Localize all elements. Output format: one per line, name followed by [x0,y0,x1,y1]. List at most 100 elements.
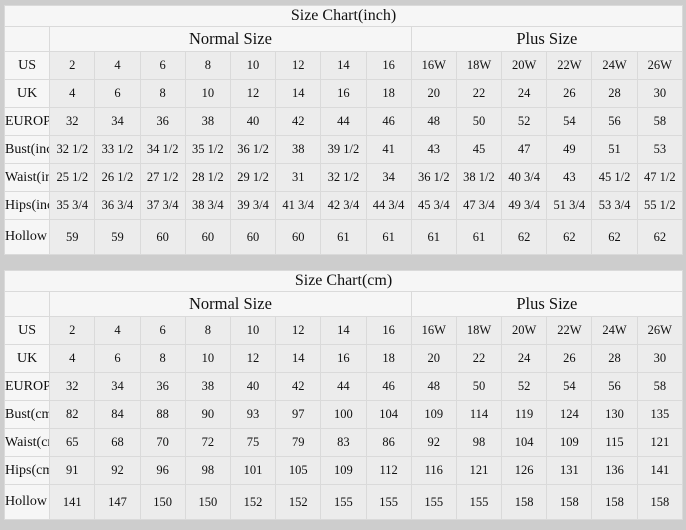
size-cell: 27 1/2 [139,163,186,192]
row-label: Bust(cm) [3,400,51,429]
size-cell: 37 3/4 [139,191,186,220]
size-cell: 50 [455,107,503,136]
size-cell: 42 [275,107,322,136]
size-cell: 35 1/2 [184,135,231,164]
size-cell: 45 [455,135,503,164]
size-cell: 16 [365,51,412,80]
table-row: UK 4 6 8 10 12 14 16 18 20 22 24 26 28 30 [3,79,684,108]
row-label: Hollow to Floor(inch) [3,219,51,255]
size-cell: 119 [501,400,548,429]
size-cell: 18W [455,316,503,345]
table-row: Hips(cm)91929698101105109112116121126131… [3,456,684,485]
size-cell: 16 [365,316,412,345]
size-cell: 126 [501,456,548,485]
table-row: Hips(inch)35 3/436 3/437 3/438 3/439 3/4… [3,191,684,220]
size-cell: 59 [94,219,141,255]
size-cell: 24W [591,316,638,345]
size-cell: 150 [139,484,186,520]
size-cell: 41 3/4 [275,191,322,220]
size-cell: 158 [591,484,638,520]
size-cell: 26 [546,79,593,108]
table-title: Size Chart(inch) [4,5,683,27]
size-cell: 55 1/2 [636,191,684,220]
size-cell: 136 [591,456,638,485]
size-cell: 16W [410,316,457,345]
size-cell: 24W [591,51,638,80]
size-cell: 112 [365,456,412,485]
size-table: Size Chart(cm) Normal Size Plus Size US 2 4 6 8… [3,270,684,520]
group-plus-size: Plus Size [410,26,684,52]
size-cell: 38 [275,135,322,164]
table-row: US 2 4 6 8 10 12 14 16 16W 18W 20W 22W 24W 26W [3,51,684,80]
size-cell: 26 1/2 [94,163,141,192]
size-cell: 36 3/4 [94,191,141,220]
size-cell: 62 [501,219,548,255]
size-cell: 61 [455,219,503,255]
group-normal-size: Normal Size [49,26,412,52]
size-cell: 6 [139,51,186,80]
size-cell: 25 1/2 [49,163,96,192]
row-label: EUROPE [3,372,51,401]
size-cell: 39 1/2 [320,135,367,164]
size-cell: 104 [365,400,412,429]
size-cell: 4 [94,316,141,345]
size-cell: 30 [636,344,684,373]
size-cell: 32 [49,107,96,136]
size-cell: 155 [320,484,367,520]
size-cell: 16W [410,51,457,80]
size-cell: 40 [229,372,277,401]
size-cell: 54 [546,372,593,401]
table-row: EUROPE3234363840424446485052545658 [3,107,684,136]
size-cell: 82 [49,400,96,429]
size-cell: 41 [365,135,412,164]
size-cell: 14 [320,316,367,345]
size-cell: 45 1/2 [591,163,638,192]
size-cell: 109 [546,428,593,457]
size-cell: 20 [410,79,457,108]
size-cell: 38 3/4 [184,191,231,220]
size-cell: 22W [546,316,593,345]
size-cell: 40 3/4 [501,163,548,192]
size-cell: 116 [410,456,457,485]
size-cell: 45 3/4 [410,191,457,220]
size-cell: 131 [546,456,593,485]
size-cell: 49 [546,135,593,164]
table-row: Waist(cm)6568707275798386929810410911512… [3,428,684,457]
size-cell: 59 [49,219,96,255]
size-cell: 43 [410,135,457,164]
size-cell: 18W [455,51,503,80]
size-cell: 46 [365,107,412,136]
row-label: Hips(inch) [3,191,51,220]
size-cell: 62 [546,219,593,255]
size-cell: 62 [636,219,684,255]
size-cell: 34 [94,107,141,136]
size-cell: 93 [229,400,277,429]
size-cell: 70 [139,428,186,457]
size-cell: 14 [275,344,322,373]
size-cell: 20W [501,316,548,345]
size-cell: 152 [229,484,277,520]
size-cell: 61 [320,219,367,255]
size-cell: 141 [636,456,684,485]
size-cell: 48 [410,372,457,401]
row-label: Bust(inch) [3,135,51,164]
row-label: US [3,51,51,80]
size-cell: 49 3/4 [501,191,548,220]
size-cell: 104 [501,428,548,457]
size-cell: 52 [501,107,548,136]
size-cell: 26 [546,344,593,373]
size-cell: 12 [275,316,322,345]
size-cell: 150 [184,484,231,520]
table-row: UK 4 6 8 10 12 14 16 18 20 22 24 26 28 30 [3,344,684,373]
size-cell: 58 [636,107,684,136]
size-cell: 54 [546,107,593,136]
size-cell: 26W [636,316,684,345]
size-cell: 61 [410,219,457,255]
size-cell: 4 [94,51,141,80]
size-cell: 10 [229,51,277,80]
size-cell: 48 [410,107,457,136]
size-cell: 34 [365,163,412,192]
size-cell: 92 [410,428,457,457]
size-cell: 28 [591,79,638,108]
size-cell: 40 [229,107,277,136]
